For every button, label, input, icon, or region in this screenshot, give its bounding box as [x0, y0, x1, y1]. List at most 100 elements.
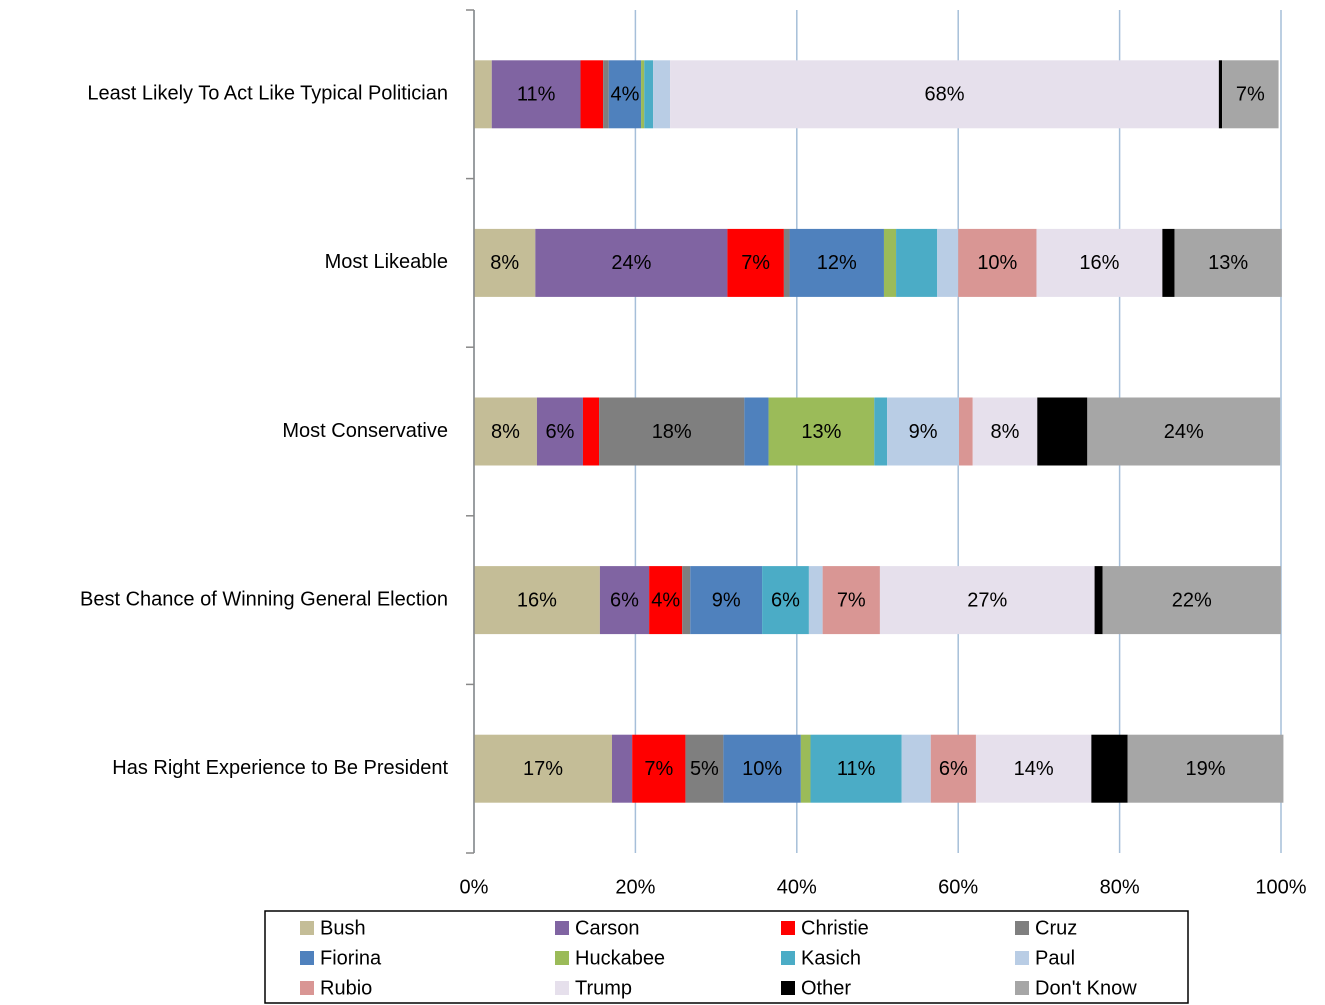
bar-segment — [1087, 397, 1281, 466]
bar-segment — [874, 397, 888, 466]
bar-segment — [1102, 566, 1281, 635]
legend-box — [264, 910, 1189, 1004]
bar-segment — [670, 60, 1219, 129]
data-label: 9% — [712, 589, 741, 611]
bar-segment — [1218, 60, 1223, 129]
data-label: 24% — [611, 252, 651, 274]
data-label: 6% — [545, 421, 574, 443]
legend-swatch — [1015, 951, 1029, 965]
x-tick-label: 80% — [1100, 876, 1140, 898]
bar-segment — [901, 734, 931, 803]
bar-segment — [1094, 566, 1103, 635]
bar-segment — [491, 60, 581, 129]
legend-swatch — [781, 921, 795, 935]
bar-segment — [599, 397, 745, 466]
bar-segment — [474, 60, 492, 129]
bar-segment — [649, 566, 683, 635]
bar-segment — [682, 566, 691, 635]
bar-segment — [958, 228, 1037, 297]
legend-label: Kasich — [801, 947, 861, 969]
legend-label: Paul — [1035, 947, 1075, 969]
data-label: 16% — [517, 589, 557, 611]
bar-segment — [800, 734, 811, 803]
bar-segment — [474, 397, 537, 466]
data-label: 8% — [491, 421, 520, 443]
bar-segment — [535, 228, 728, 297]
y-tick-label: Most Likeable — [325, 251, 448, 273]
legend-swatch — [300, 921, 314, 935]
y-tick-label: Least Likely To Act Like Typical Politic… — [87, 83, 448, 105]
bar-segment — [474, 228, 536, 297]
labels: 0% 20% 40% 60% 80% 100% Least Likely To Act Li… — [80, 9, 1307, 898]
legend-label: Rubio — [320, 977, 372, 999]
bar-segment — [1036, 228, 1163, 297]
data-label: 6% — [939, 758, 968, 780]
bar-segment — [975, 734, 1092, 803]
legend-label: Other — [801, 977, 851, 999]
bar-segment — [599, 566, 650, 635]
bar-segment — [641, 60, 645, 129]
bar-segment — [1127, 734, 1284, 803]
data-label: 7% — [1236, 84, 1265, 106]
data-label: 7% — [837, 589, 866, 611]
data-label: 13% — [1208, 252, 1248, 274]
bar-segment — [1222, 60, 1279, 129]
legend-label: Trump — [575, 977, 632, 999]
legend-swatch — [555, 981, 569, 995]
data-label: 18% — [652, 421, 692, 443]
legend-label: Don't Know — [1035, 977, 1137, 999]
data-label: 14% — [1014, 758, 1054, 780]
legend-swatch — [1015, 921, 1029, 935]
bar-segment — [727, 228, 784, 297]
bar-segment — [632, 734, 686, 803]
bar-segment — [744, 397, 769, 466]
bar-segment — [808, 566, 823, 635]
data-label: 9% — [909, 421, 938, 443]
bar-segment — [937, 228, 959, 297]
data-label: 10% — [977, 252, 1017, 274]
bar-segment — [959, 397, 973, 466]
data-label: 24% — [1164, 421, 1204, 443]
data-label: 16% — [1079, 252, 1119, 274]
bar-segment — [762, 566, 809, 635]
bar-segment — [474, 734, 612, 803]
x-tick-label: 60% — [938, 876, 978, 898]
bar-segment — [768, 397, 875, 466]
bar-segment — [653, 60, 671, 129]
legend: Bush Carson Christie Cruz Fiorina Huckabee Kas… — [300, 917, 1137, 999]
legend-swatch — [555, 951, 569, 965]
bar-segment — [611, 734, 633, 803]
x-tick-label: 40% — [777, 876, 817, 898]
bar-segment — [1174, 228, 1282, 297]
y-tick-label: Best Chance of Winning General Election — [80, 588, 448, 610]
y-tick-label: Most Conservative — [282, 420, 448, 442]
data-label: 12% — [817, 252, 857, 274]
data-label: 22% — [1172, 589, 1212, 611]
data-label: 17% — [523, 758, 563, 780]
legend-label: Bush — [320, 917, 366, 939]
bar-segment — [536, 397, 583, 466]
legend-swatch — [1015, 981, 1029, 995]
bars — [474, 60, 1284, 803]
bar-segment — [603, 60, 609, 129]
data-label: 10% — [742, 758, 782, 780]
bar-segment — [644, 60, 654, 129]
data-label: 13% — [801, 421, 841, 443]
bar-segment — [582, 397, 600, 466]
bar-segment — [887, 397, 960, 466]
bar-segment — [789, 228, 884, 297]
bar-segment — [474, 566, 600, 635]
data-label: 5% — [690, 758, 719, 780]
bar-segment — [896, 228, 938, 297]
bar-segment — [879, 566, 1095, 635]
bar-segment — [1162, 228, 1175, 297]
bar-segment — [883, 228, 897, 297]
bar-segment — [690, 566, 763, 635]
legend-swatch — [781, 981, 795, 995]
data-label: 19% — [1186, 758, 1226, 780]
data-label: 6% — [610, 589, 639, 611]
bar-segment — [580, 60, 604, 129]
data-label: 27% — [967, 589, 1007, 611]
bar-segment — [1091, 734, 1128, 803]
